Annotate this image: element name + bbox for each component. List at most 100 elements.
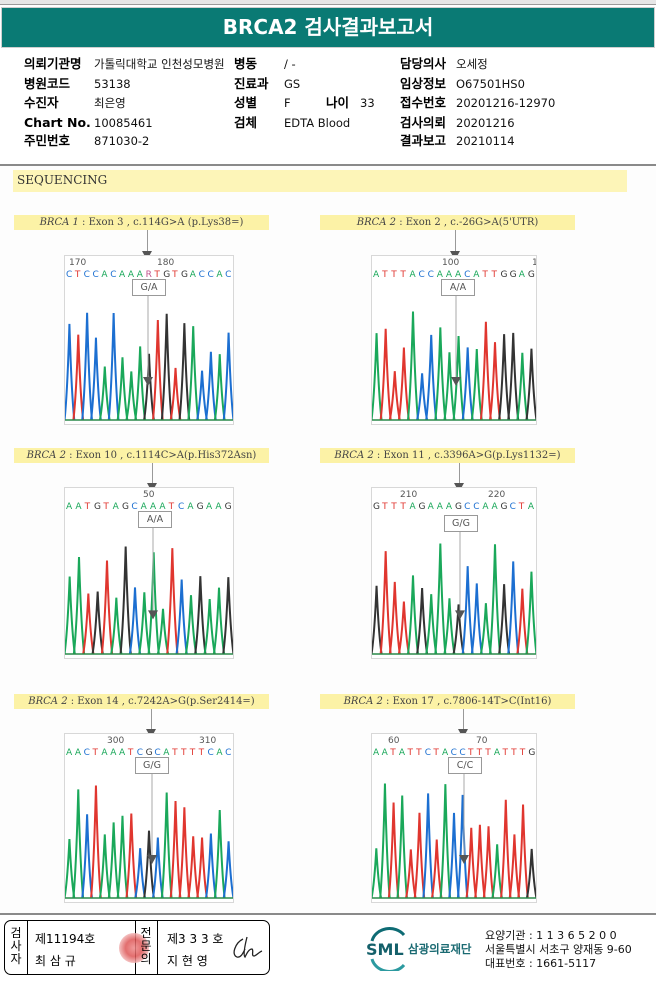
pointer-line xyxy=(459,463,460,487)
examiner-title: 검사자 xyxy=(10,926,22,966)
position-label: 220 xyxy=(488,490,506,500)
trace-peak xyxy=(128,587,142,655)
base-letter: T xyxy=(476,748,483,758)
base-letter: T xyxy=(391,502,398,512)
trace-peak xyxy=(98,834,111,899)
base-letter: C xyxy=(459,748,466,758)
examiner-cell: 제11194호 최 삼 규 xyxy=(27,921,149,974)
trace-peak xyxy=(203,599,216,655)
trace-peak xyxy=(125,813,138,899)
info-sex: 성별 F xyxy=(234,95,291,110)
trace-peak xyxy=(491,844,503,899)
trace-plot xyxy=(372,528,536,655)
genotype-badge: C/C xyxy=(448,757,482,774)
trace-peak xyxy=(212,587,226,655)
base-letter: A xyxy=(119,270,126,280)
trace-peak xyxy=(388,371,401,421)
base-letter: A xyxy=(445,502,453,512)
base-letter: A xyxy=(455,270,462,280)
pointer-line xyxy=(463,709,464,733)
info-patient-name: 수진자 최은영 xyxy=(24,95,126,110)
info-specimen: 검체 EDTA Blood xyxy=(234,115,351,130)
trace-peak xyxy=(187,836,200,899)
address-line: 요양기관 : 1 1 3 6 5 2 0 0 xyxy=(485,929,617,942)
trace-peak xyxy=(507,561,520,655)
trace-peak xyxy=(213,810,226,899)
trace-peak xyxy=(205,351,217,421)
trace-peak xyxy=(138,592,151,655)
chromatogram: 60 70 A A T A T T C T A C C T T T A T T T G C/C xyxy=(371,733,537,903)
base-letter: A xyxy=(101,270,108,280)
top-border xyxy=(0,0,656,5)
position-label: 100 xyxy=(442,258,460,268)
trace-peak xyxy=(498,334,511,421)
trace-peak xyxy=(72,789,85,899)
seal-stamp-icon xyxy=(119,933,149,963)
trace-peak xyxy=(222,841,233,899)
base-letter: A xyxy=(136,270,144,280)
trace-peak xyxy=(470,583,483,655)
base-letter: T xyxy=(519,748,526,758)
base-letter: G xyxy=(500,502,508,512)
trace-peak xyxy=(222,332,233,421)
base-letter: C xyxy=(83,748,91,758)
base-letter: T xyxy=(390,748,397,758)
base-letter: T xyxy=(467,748,474,758)
sml-logo: SML 삼광의료재단 xyxy=(364,927,484,975)
base-letter: T xyxy=(485,748,492,758)
trace-peak xyxy=(151,837,164,899)
variant-description: : Exon 2 , c.-26G>A(5'UTR) xyxy=(396,217,539,228)
signature-box: 검사자 제11194호 최 삼 규 전문의 제3 3 3 호 지 현 영 xyxy=(4,920,270,975)
specialist-license: 제3 3 3 호 xyxy=(167,932,224,946)
info-receipt-no: 접수번호 20201216-12970 xyxy=(400,95,556,110)
base-letter: C xyxy=(509,502,517,512)
trace-peak xyxy=(525,571,536,655)
base-letter: C xyxy=(464,502,471,512)
base-letter: T xyxy=(103,502,110,512)
trace-peak xyxy=(196,837,208,899)
position-label: 300 xyxy=(107,736,125,746)
base-letter: A xyxy=(119,748,126,758)
trace-plot xyxy=(372,774,536,899)
base-letter: T xyxy=(382,502,388,512)
base-letter: G xyxy=(122,502,130,512)
base-letter: T xyxy=(172,748,178,758)
trace-peak xyxy=(107,822,120,899)
chromatogram: 170 180 C T C C A C A A A R T G T G A C C A C G/A xyxy=(64,255,234,425)
base-letter: A xyxy=(398,748,406,758)
info-doctor: 담당의사 오세정 xyxy=(400,56,488,71)
trace-peak xyxy=(488,544,502,655)
trace-peak xyxy=(517,804,529,899)
base-letter: C xyxy=(473,502,480,512)
position-label: 210 xyxy=(400,490,418,500)
info-institution: 의뢰기관명 가톨릭대학교 인천성모병원 xyxy=(24,56,225,71)
trace-peak xyxy=(65,838,76,899)
base-letter: A xyxy=(140,502,148,512)
trace-peak xyxy=(443,352,456,421)
trace-plot xyxy=(372,296,536,421)
variant-label: BRCA 2 : Exon 11 , c.3396A>G(p.Lys1132=) xyxy=(320,448,575,463)
specialist-name: 지 현 영 xyxy=(167,954,208,968)
base-letter: T xyxy=(180,748,187,758)
variant-label: BRCA 2 : Exon 17 , c.7806-14T>C(Int16) xyxy=(320,694,575,709)
base-letter: G xyxy=(224,502,232,512)
info-resident-no: 주민번호 871030-2 xyxy=(24,133,150,148)
gene-name: BRCA 2 xyxy=(28,696,68,707)
base-letter: C xyxy=(178,502,185,512)
trace-peak xyxy=(405,849,417,899)
base-letter: C xyxy=(418,270,426,280)
org-name: 삼광의료재단 xyxy=(408,942,472,956)
trace-peak xyxy=(425,594,438,655)
trace-peak xyxy=(516,588,529,655)
trace-peak xyxy=(470,348,483,421)
trace-peak xyxy=(474,824,486,899)
base-letter: C xyxy=(66,270,73,280)
trace-peak xyxy=(169,367,182,421)
position-label: 1 xyxy=(532,258,536,268)
base-letter: A xyxy=(445,270,453,280)
trace-peak xyxy=(134,346,147,421)
trace-peak xyxy=(461,566,474,655)
base-letter: T xyxy=(198,748,205,758)
gene-name: BRCA 2 xyxy=(343,696,383,707)
base-letter: A xyxy=(187,502,194,512)
